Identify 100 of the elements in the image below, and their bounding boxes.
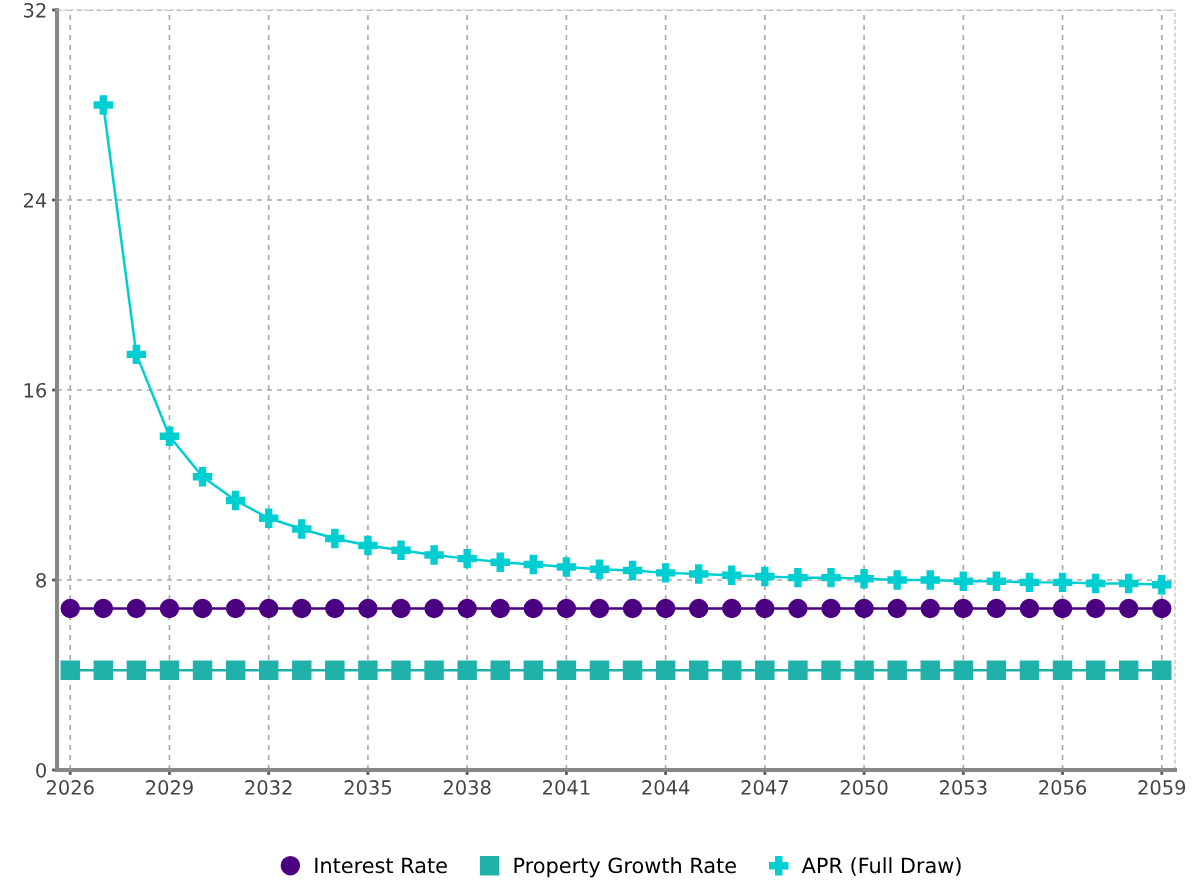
point — [192, 466, 213, 487]
legend-label: APR (Full Draw) — [801, 857, 961, 876]
point — [556, 598, 577, 619]
point — [722, 660, 742, 680]
point — [1052, 572, 1073, 593]
point — [258, 598, 279, 619]
point — [1085, 573, 1106, 594]
point — [821, 598, 841, 619]
point — [1019, 572, 1040, 593]
x-tick-label: 2047 — [741, 780, 788, 795]
point — [60, 598, 80, 619]
x-tick-label: 2053 — [939, 780, 987, 795]
point — [722, 565, 742, 585]
point — [225, 660, 246, 680]
point — [722, 598, 742, 619]
y-tick-label: 32 — [24, 2, 46, 18]
point — [490, 552, 510, 572]
x-tick-label: 2032 — [245, 780, 292, 795]
point — [953, 598, 974, 619]
point — [1052, 660, 1073, 680]
point — [424, 545, 444, 565]
legend-label: Interest Rate — [315, 857, 447, 874]
x-tick-label: 2026 — [46, 780, 94, 795]
point — [854, 569, 874, 589]
point — [589, 598, 610, 619]
point — [953, 571, 974, 591]
point — [490, 660, 510, 680]
point — [887, 660, 907, 680]
point — [1052, 598, 1073, 619]
point — [589, 660, 610, 680]
point — [622, 560, 643, 581]
point — [391, 660, 411, 680]
point — [1085, 660, 1106, 680]
point — [391, 540, 411, 561]
point — [457, 660, 477, 680]
y-tick-label: 16 — [24, 382, 47, 398]
y-tick-label: 8 — [36, 572, 46, 588]
x-tick-label: 2035 — [344, 780, 391, 795]
x-tick-label: 2029 — [146, 780, 193, 795]
point — [688, 660, 709, 680]
point — [755, 598, 775, 619]
point — [788, 660, 808, 680]
point — [655, 598, 676, 619]
x-tick-label: 2050 — [840, 780, 888, 795]
point — [93, 598, 114, 619]
point — [688, 564, 709, 584]
x-tick-label: 2044 — [642, 780, 690, 795]
point — [192, 660, 213, 680]
point — [788, 567, 808, 588]
y-tick-label: 0 — [36, 762, 46, 778]
point — [755, 660, 775, 680]
point — [424, 598, 444, 619]
point — [1152, 575, 1172, 595]
point — [391, 598, 411, 619]
point — [523, 660, 544, 680]
point — [292, 660, 312, 680]
point — [159, 598, 180, 619]
point — [920, 570, 940, 590]
point — [523, 598, 544, 619]
point — [424, 660, 444, 680]
x-tick-label: 2056 — [1039, 780, 1087, 795]
point — [192, 598, 213, 619]
point — [126, 344, 147, 365]
point — [225, 598, 246, 619]
point — [986, 571, 1007, 591]
point — [589, 559, 610, 580]
point — [325, 598, 345, 619]
point — [887, 570, 907, 590]
point — [788, 598, 808, 619]
legend-label: Property Growth Rate — [514, 857, 736, 878]
point — [920, 598, 940, 619]
point — [93, 95, 114, 115]
x-tick-label: 2059 — [1138, 780, 1186, 795]
point — [292, 519, 312, 539]
point — [325, 660, 345, 680]
point — [258, 660, 279, 680]
point — [1152, 598, 1172, 619]
point — [325, 528, 345, 549]
point — [358, 660, 378, 680]
point — [920, 660, 940, 680]
point — [523, 554, 544, 575]
x-tick-label: 2041 — [543, 780, 590, 795]
point — [755, 566, 775, 587]
point — [821, 567, 841, 588]
point — [622, 660, 643, 680]
point — [854, 598, 874, 619]
point — [556, 557, 577, 577]
point — [258, 508, 279, 528]
point — [622, 598, 643, 619]
point — [457, 548, 477, 569]
point — [292, 598, 312, 619]
point — [60, 660, 80, 680]
point — [358, 598, 378, 619]
point — [556, 660, 577, 680]
point — [1019, 598, 1040, 619]
point — [1085, 598, 1106, 619]
point — [457, 598, 477, 619]
point — [225, 490, 246, 511]
x-tick-label: 2038 — [443, 780, 491, 795]
point — [655, 563, 676, 583]
